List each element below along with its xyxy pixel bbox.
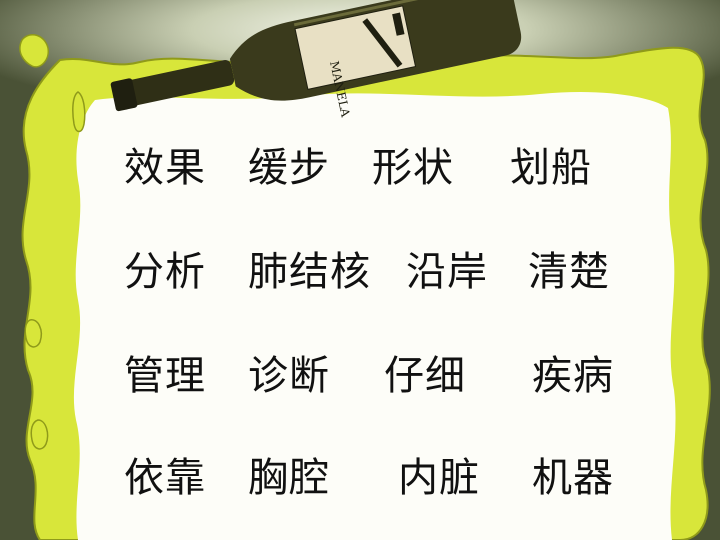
word-r3-c2: 诊断	[248, 353, 330, 399]
word-r2-c3: 沿岸	[406, 249, 488, 295]
word-r3-c1: 管理	[124, 353, 206, 399]
word-r1-c2: 缓步	[248, 145, 330, 191]
word-r1-c1: 效果	[124, 145, 206, 191]
word-r1-c4: 划船	[510, 145, 592, 191]
wine-bottle	[110, 0, 522, 112]
paper-area	[73, 91, 676, 540]
liquid-drip	[19, 33, 49, 68]
liquid-drip	[24, 319, 42, 348]
word-r4-c3: 内脏	[398, 455, 480, 501]
word-r4-c4: 机器	[532, 455, 614, 501]
word-r3-c4: 疾病	[532, 353, 614, 399]
word-r1-c3: 形状	[372, 145, 454, 191]
word-r2-c2: 肺结核	[248, 249, 371, 295]
liquid-drip	[72, 91, 86, 133]
word-r2-c4: 清楚	[528, 249, 610, 295]
liquid-drip	[30, 419, 49, 450]
word-r3-c3: 仔细	[384, 353, 466, 399]
word-r4-c1: 依靠	[124, 455, 206, 501]
word-r2-c1: 分析	[124, 249, 206, 295]
word-r4-c2: 胸腔	[248, 455, 330, 501]
